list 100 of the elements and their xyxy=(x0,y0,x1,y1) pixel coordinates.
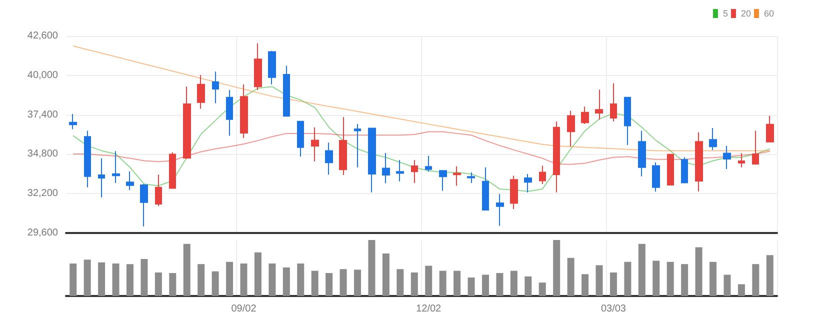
bar xyxy=(169,273,176,296)
candlestick xyxy=(467,172,475,184)
bar xyxy=(695,247,702,296)
bar xyxy=(681,264,688,296)
candlestick xyxy=(624,96,631,146)
candlestick xyxy=(183,86,191,160)
bar xyxy=(425,266,432,296)
candlestick xyxy=(382,152,390,184)
candlestick xyxy=(766,115,774,142)
bar xyxy=(766,255,774,296)
bar xyxy=(652,260,660,296)
candlestick xyxy=(254,42,262,90)
bar xyxy=(70,264,77,296)
candlestick xyxy=(283,65,290,117)
candlestick xyxy=(197,74,205,110)
candlestick xyxy=(482,166,489,210)
candlestick xyxy=(354,124,361,168)
candlestick xyxy=(524,174,532,193)
bar xyxy=(340,269,347,296)
candlestick xyxy=(496,194,504,226)
candlestick xyxy=(738,152,745,168)
legend-label: 5 xyxy=(722,8,728,18)
candlestick xyxy=(368,128,376,193)
y-tick-label: 34,800 xyxy=(27,148,58,160)
candlestick xyxy=(325,142,333,176)
candlestick xyxy=(140,184,148,227)
bar xyxy=(282,267,290,296)
candlestick xyxy=(453,166,461,186)
y-tick-label: 29,600 xyxy=(27,228,58,238)
bar xyxy=(98,262,106,296)
candlestick xyxy=(510,175,518,210)
candlestick xyxy=(311,126,319,162)
candlestick xyxy=(581,106,589,125)
bar xyxy=(297,264,304,296)
candlestick xyxy=(709,127,717,150)
candlestick xyxy=(595,89,603,120)
bar xyxy=(596,265,603,296)
candlestick xyxy=(723,145,731,170)
y-tick-label: 42,600 xyxy=(27,30,58,42)
y-tick-label: 32,200 xyxy=(27,188,58,200)
y-tick-label: 37,400 xyxy=(27,109,58,120)
bar xyxy=(454,270,461,296)
bar xyxy=(368,240,376,296)
candlestick xyxy=(155,174,162,207)
bar xyxy=(311,270,318,296)
bar xyxy=(84,260,91,296)
bar xyxy=(226,262,234,296)
bar xyxy=(382,253,390,296)
bar xyxy=(410,272,418,296)
candlestick xyxy=(169,152,176,189)
bar xyxy=(638,244,646,296)
y-tick-label: 40,000 xyxy=(27,70,58,81)
bar xyxy=(524,276,532,296)
candlestick xyxy=(240,84,248,138)
x-tick-label: 03/03 xyxy=(600,304,626,314)
bar xyxy=(468,278,475,296)
candlestick xyxy=(652,162,660,192)
legend-label: 20 xyxy=(740,8,751,18)
candlestick xyxy=(212,71,219,104)
bar xyxy=(112,264,120,296)
bar xyxy=(567,258,574,296)
bar xyxy=(140,259,148,296)
candlestick xyxy=(226,89,233,136)
candlestick xyxy=(84,130,91,188)
bar xyxy=(396,269,404,296)
bar xyxy=(624,262,632,296)
candlestick xyxy=(339,116,347,176)
candlestick xyxy=(425,155,432,172)
bar xyxy=(126,264,134,296)
bar xyxy=(439,270,446,296)
bar xyxy=(183,244,190,296)
bar xyxy=(610,272,617,296)
bar xyxy=(738,284,745,296)
legend-label: 60 xyxy=(764,8,774,18)
candlestick xyxy=(69,114,77,130)
candlestick xyxy=(553,121,560,193)
bar xyxy=(354,270,362,296)
bar xyxy=(710,262,717,296)
bar xyxy=(154,272,162,296)
bar xyxy=(752,264,760,296)
bar xyxy=(326,273,333,296)
candlestick xyxy=(126,170,134,190)
candlestick xyxy=(297,120,304,158)
candlestick xyxy=(98,158,105,198)
bar xyxy=(240,264,248,296)
x-tick-label: 12/02 xyxy=(416,304,442,314)
bar xyxy=(538,282,546,296)
candlestick xyxy=(411,159,418,184)
candlestick xyxy=(396,159,404,182)
bar xyxy=(510,270,518,296)
candlestick xyxy=(752,130,759,166)
bar xyxy=(268,264,276,296)
candlestick xyxy=(439,170,447,192)
bar xyxy=(582,274,589,296)
candlestick xyxy=(638,130,646,177)
bar xyxy=(482,274,489,296)
candlestick xyxy=(695,132,703,192)
bar xyxy=(553,240,560,296)
bar xyxy=(254,252,262,296)
bar xyxy=(212,271,219,296)
